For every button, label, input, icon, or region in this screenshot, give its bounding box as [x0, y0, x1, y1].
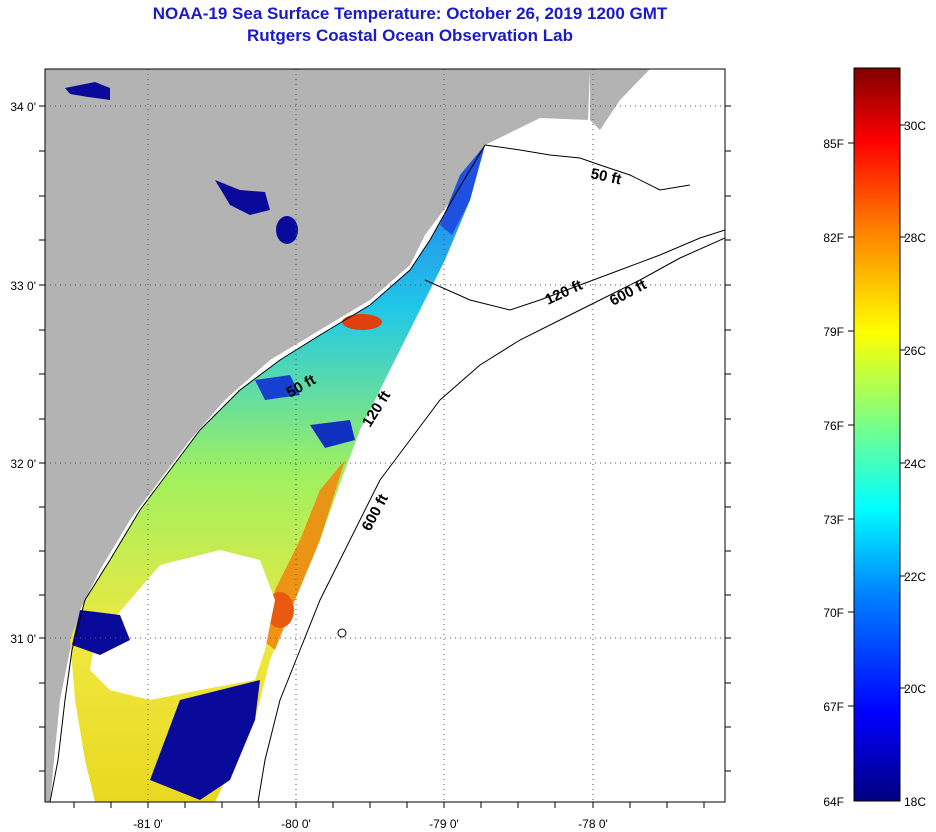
- map-frame: [44, 68, 726, 803]
- cold-patch-mid: [310, 420, 355, 448]
- lon-label-81: -81 0': [133, 817, 163, 831]
- cb-label-28c: 28C: [904, 231, 926, 245]
- cb-label-67f: 67F: [823, 700, 844, 714]
- cold-patch-southwest: [72, 610, 130, 655]
- lon-label-79: -79 0': [429, 817, 459, 831]
- lat-label-31: 31 0': [10, 632, 36, 646]
- map-title: NOAA-19 Sea Surface Temperature: October…: [152, 4, 668, 23]
- inland-lake-north: [65, 82, 110, 100]
- contour-label-50ft-north: 50 ft: [589, 165, 623, 188]
- seamount-ring: [337, 628, 347, 638]
- land-north-cape: [590, 69, 650, 130]
- inland-lake: [215, 180, 270, 215]
- cold-strip-north: [440, 145, 485, 235]
- coastline: [49, 144, 486, 802]
- lat-label-34: 34 0': [10, 100, 36, 114]
- cb-label-22c: 22C: [904, 570, 926, 584]
- cb-label-26c: 26C: [904, 344, 926, 358]
- cb-label-70f: 70F: [823, 606, 844, 620]
- colorbar: [853, 67, 901, 802]
- cb-label-82f: 82F: [823, 231, 844, 245]
- cold-patch-north: [255, 375, 300, 400]
- axis-ticks: [39, 105, 731, 808]
- cb-label-79f: 79F: [823, 325, 844, 339]
- lon-label-78: -78 0': [578, 817, 608, 831]
- map-area: [45, 69, 725, 802]
- graticule: [45, 69, 725, 802]
- lat-label-32: 32 0': [10, 457, 36, 471]
- map-subtitle: Rutgers Coastal Ocean Observation Lab: [247, 26, 573, 45]
- cb-label-20c: 20C: [904, 682, 926, 696]
- cb-label-64f: 64F: [823, 795, 844, 809]
- cb-label-76f: 76F: [823, 419, 844, 433]
- cb-label-18c: 18C: [904, 795, 926, 809]
- warm-spot: [342, 314, 382, 330]
- isobath-600ft: [257, 237, 725, 802]
- cb-label-30c: 30C: [904, 119, 926, 133]
- cb-label-85f: 85F: [823, 137, 844, 151]
- inland-lake-round: [276, 216, 298, 244]
- cb-label-24c: 24C: [904, 457, 926, 471]
- cold-patch-south: [150, 680, 260, 800]
- isobath-50ft: [484, 144, 691, 191]
- land-mass: [45, 69, 590, 802]
- lat-label-33: 33 0': [10, 279, 36, 293]
- cloud-gap: [90, 550, 275, 700]
- lon-label-80: -80 0': [281, 817, 311, 831]
- colorbar-ticks: [848, 124, 906, 707]
- cb-label-73f: 73F: [823, 513, 844, 527]
